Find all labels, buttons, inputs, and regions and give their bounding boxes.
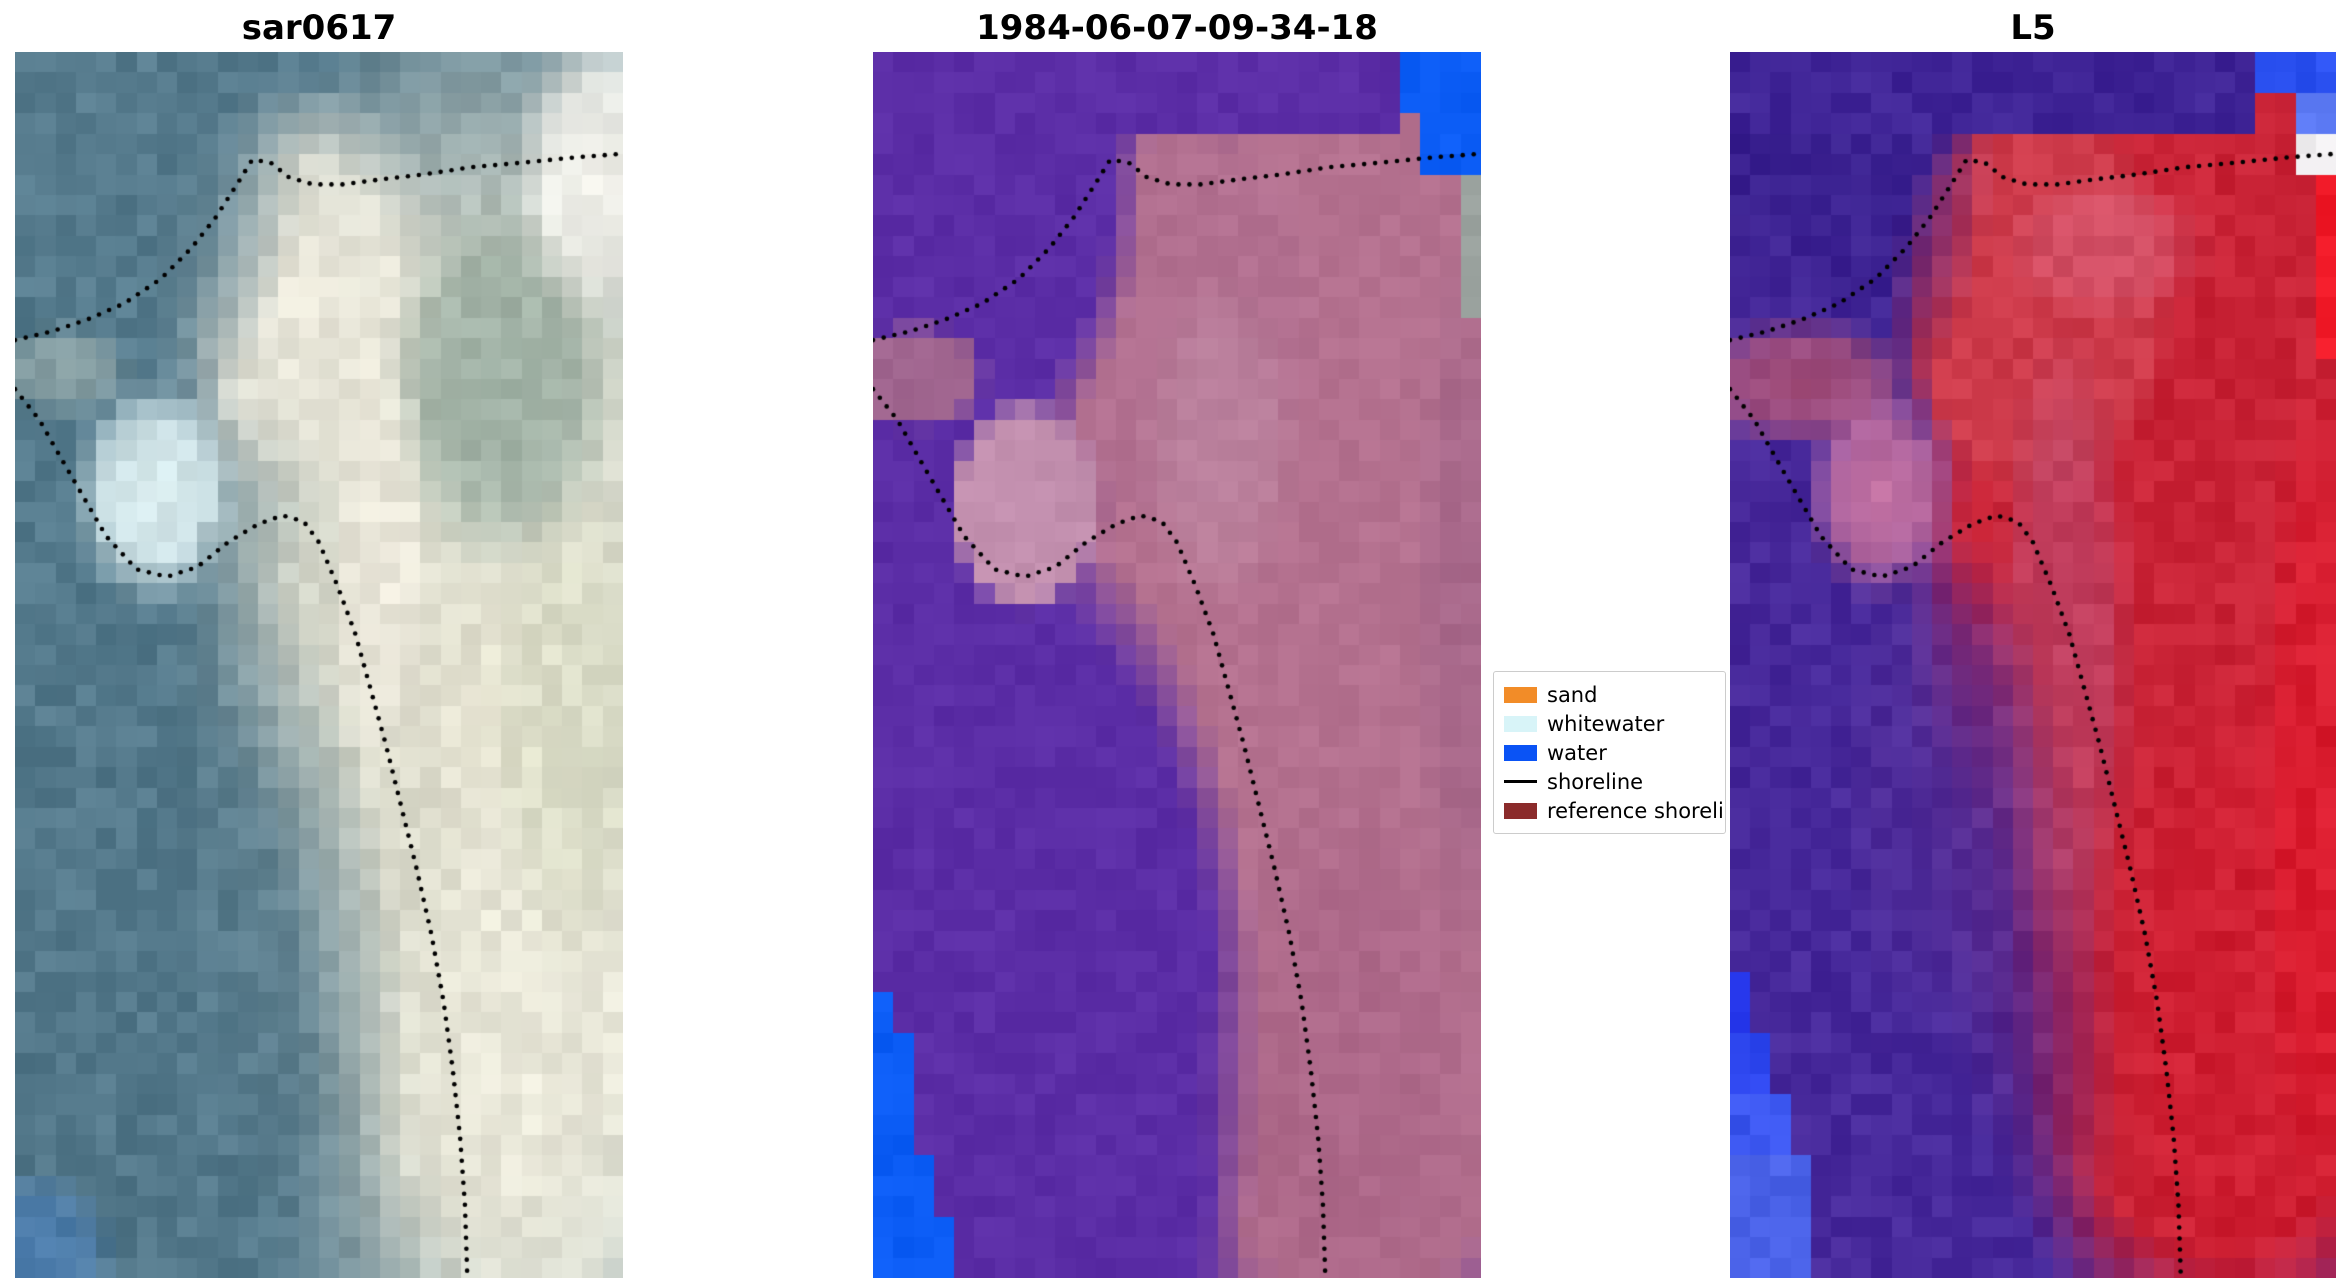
legend: sand whitewater water shoreline reference sh… bbox=[1493, 671, 1726, 834]
legend-label: water bbox=[1547, 741, 1607, 765]
reference-shoreline-swatch bbox=[1504, 803, 1537, 819]
legend-item-shoreline: shoreline bbox=[1504, 767, 1725, 796]
water-swatch bbox=[1504, 745, 1537, 761]
sar0617-image bbox=[15, 52, 623, 1278]
panel-title-sar0617: sar0617 bbox=[242, 8, 397, 48]
figure: sar0617 1984-06-07-09-34-18 L5 sand white… bbox=[0, 0, 2352, 1283]
shoreline-swatch bbox=[1504, 780, 1537, 783]
panel-title-l5: L5 bbox=[2010, 8, 2055, 48]
legend-item-sand: sand bbox=[1504, 680, 1725, 709]
legend-label: shoreline bbox=[1547, 770, 1643, 794]
panel-classified bbox=[873, 52, 1481, 1278]
legend-item-whitewater: whitewater bbox=[1504, 709, 1725, 738]
legend-label: sand bbox=[1547, 683, 1597, 707]
panel-sar0617 bbox=[15, 52, 623, 1278]
classified-image bbox=[873, 52, 1481, 1278]
legend-label: whitewater bbox=[1547, 712, 1664, 736]
whitewater-swatch bbox=[1504, 716, 1537, 732]
legend-label: reference shoreline bbox=[1547, 799, 1726, 823]
l5-image bbox=[1730, 52, 2336, 1278]
panel-l5 bbox=[1730, 52, 2336, 1278]
legend-item-water: water bbox=[1504, 738, 1725, 767]
legend-item-reference-shoreline: reference shoreline bbox=[1504, 796, 1725, 825]
panel-title-timestamp: 1984-06-07-09-34-18 bbox=[976, 8, 1378, 48]
sand-swatch bbox=[1504, 687, 1537, 703]
